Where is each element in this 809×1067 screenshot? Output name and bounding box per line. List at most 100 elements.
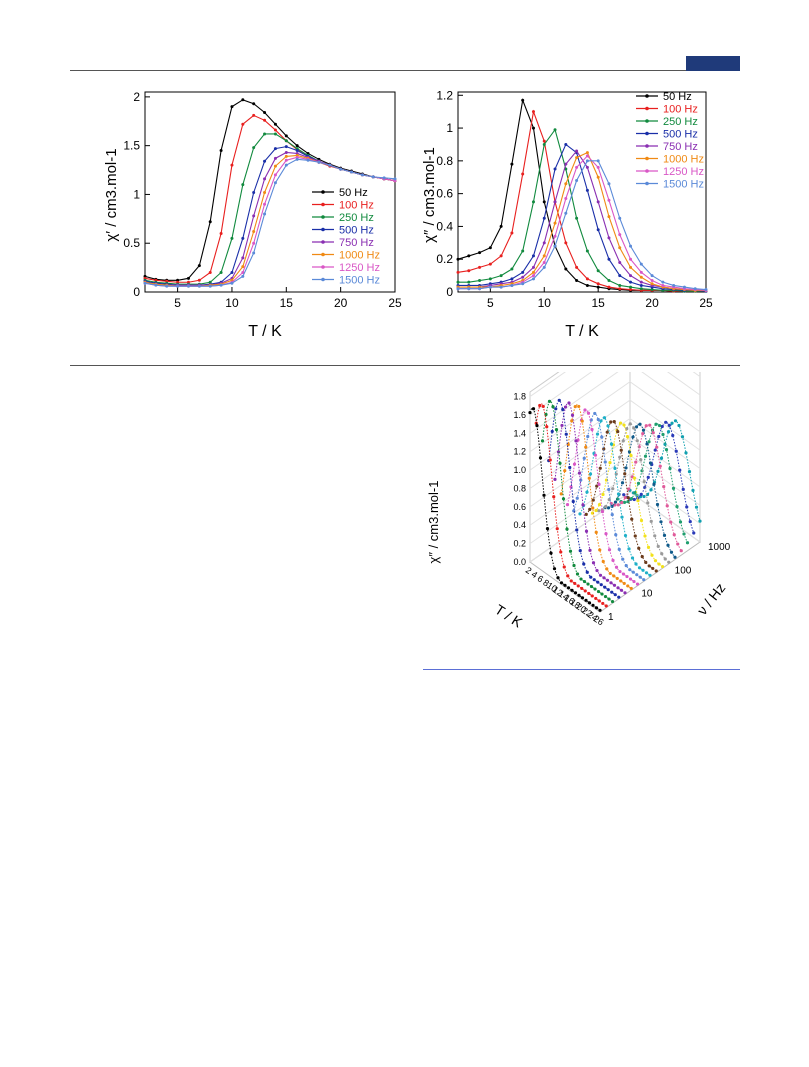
data-point [593, 411, 597, 416]
data-point [618, 283, 622, 287]
data-point [553, 128, 557, 132]
x-tick-label: 4 [530, 569, 540, 580]
z-tick-label: 0.2 [513, 539, 526, 549]
data-point [542, 216, 546, 220]
data-point [230, 163, 234, 167]
data-point [542, 200, 546, 204]
data-point [685, 541, 690, 545]
data-point [618, 287, 622, 291]
y-tick-label: 1 [133, 187, 140, 201]
data-point [467, 269, 471, 273]
data-point [649, 488, 653, 492]
data-point [521, 172, 525, 176]
data-point [661, 283, 665, 287]
z-gridline [529, 399, 701, 471]
data-point [564, 211, 568, 215]
data-point [576, 584, 580, 588]
data-point [273, 181, 277, 185]
data-point [614, 565, 619, 569]
data-point [646, 475, 650, 479]
footer-rule [423, 669, 740, 670]
z-tick-label: 1.8 [513, 392, 526, 402]
z-gridline [529, 381, 701, 453]
y-tick-label: 10 [641, 589, 653, 600]
data-point [560, 423, 564, 428]
data-point [586, 411, 591, 415]
data-point [531, 200, 535, 204]
y-tick-label: 1.5 [123, 139, 140, 153]
data-point [634, 562, 638, 566]
data-point [563, 469, 567, 473]
data-point [607, 182, 611, 186]
data-point [629, 288, 633, 292]
data-point [252, 102, 256, 106]
y-tick-label: 0 [133, 285, 140, 299]
data-point [295, 144, 299, 148]
data-point [634, 425, 639, 429]
data-point [606, 588, 610, 592]
data-point [528, 410, 532, 415]
data-point [650, 553, 654, 557]
data-point [596, 282, 600, 286]
data-point [585, 188, 589, 192]
data-point [499, 254, 503, 258]
data-point [631, 435, 635, 439]
data-point [577, 593, 581, 597]
frequency-curve [629, 420, 701, 522]
data-point [604, 604, 608, 608]
data-point [680, 435, 685, 439]
data-point [612, 574, 616, 578]
data-point [588, 548, 592, 552]
data-point [572, 563, 576, 568]
series-line [458, 151, 706, 291]
x-tick-label: 5 [487, 296, 494, 310]
data-point [632, 497, 636, 502]
data-point [499, 274, 503, 278]
section-rule [70, 365, 740, 366]
data-point [553, 244, 557, 248]
data-point [587, 591, 591, 596]
legend-label: 250 Hz [663, 116, 698, 128]
data-point [510, 283, 514, 287]
data-point [561, 407, 565, 412]
data-point [607, 285, 611, 289]
data-point [554, 428, 559, 432]
data-point [573, 581, 577, 586]
data-point [639, 275, 643, 279]
data-point [629, 274, 633, 278]
data-point [668, 466, 672, 471]
data-point [652, 482, 656, 486]
data-point [567, 401, 571, 405]
data-point [619, 448, 623, 452]
data-point [636, 499, 640, 503]
data-point [241, 274, 245, 278]
data-point [610, 512, 614, 517]
data-point [634, 460, 638, 464]
data-point [619, 588, 624, 592]
data-point [350, 170, 354, 174]
plot-frame [457, 91, 707, 293]
legend-label: 100 Hz [339, 200, 374, 212]
data-point [635, 439, 639, 443]
data-point [581, 503, 585, 507]
data-point [371, 175, 375, 179]
legend-label: 1000 Hz [663, 154, 704, 166]
data-point [564, 241, 568, 245]
data-point [577, 404, 581, 409]
series-line [458, 128, 706, 292]
x-tick-label: 18 [568, 597, 582, 611]
data-point [607, 548, 612, 552]
data-point [648, 573, 652, 577]
data-point [627, 547, 631, 551]
data-point [663, 557, 667, 561]
data-point [186, 284, 190, 288]
data-point [664, 420, 668, 424]
data-point [601, 601, 605, 606]
data-point [643, 534, 647, 538]
y-tick-label: 100 [675, 565, 692, 576]
data-point [616, 430, 620, 434]
data-point [564, 142, 568, 146]
data-point [596, 159, 600, 163]
z-tick-label: 0.6 [513, 502, 526, 512]
data-point [648, 461, 653, 465]
